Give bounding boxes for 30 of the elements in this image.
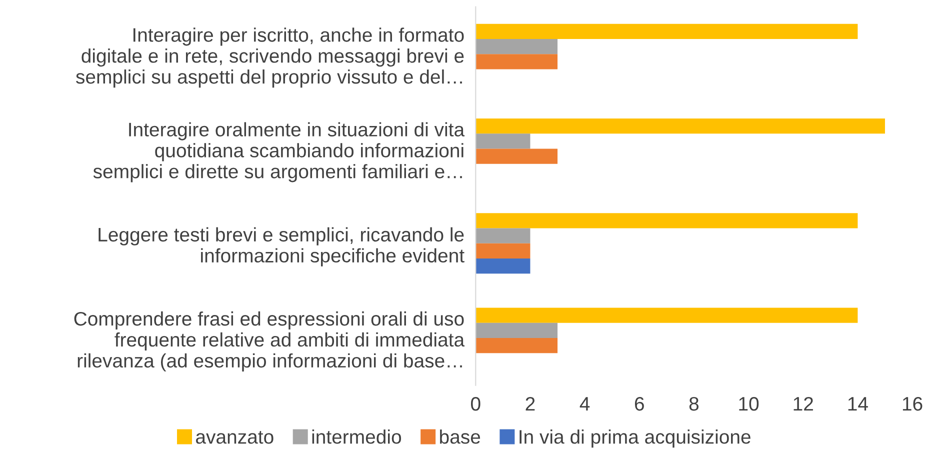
bar [476, 148, 558, 164]
legend-label: avanzato [196, 431, 274, 444]
x-tick-label: 0 [471, 396, 480, 411]
bar [476, 118, 885, 134]
x-tick-label: 16 [902, 396, 922, 411]
bar [476, 24, 858, 40]
y-tick-label: Comprendere frasi ed espressioni orali di uso frequente relative ad ambiti di immediata rilevanza (ad esempio informazioni di base… [74, 311, 465, 372]
legend-label: intermedio [312, 429, 402, 444]
y-tick-label: Leggere testi brevi e semplici, ricavando le informazioni specifiche evident [98, 227, 464, 266]
x-tick-label: 12 [794, 396, 813, 411]
x-tick-label: 2 [526, 396, 535, 411]
x-tick-label: 8 [689, 396, 699, 411]
legend-label: In via di prima acquisizione [520, 429, 750, 448]
x-tick-label: 6 [634, 396, 644, 411]
bar [476, 308, 858, 323]
legend-label: base [440, 429, 480, 444]
y-tick-label: Interagire oralmente in situazioni di vita quotidiana scambiando informazioni semplici e dirette su argomenti familiari e… [93, 122, 465, 182]
x-tick-label: 14 [848, 397, 868, 411]
x-tick-label: 4 [580, 397, 590, 411]
y-tick-label: Interagire per iscritto, anche in formato digitale e in rete, scrivendo messaggi brevi e semplici su aspetti del proprio vissuto e del… [76, 28, 464, 88]
bar [476, 134, 530, 149]
bar [476, 338, 558, 354]
bar [476, 213, 858, 228]
bar [476, 243, 530, 259]
bar [476, 228, 530, 244]
bar [476, 322, 558, 338]
bar [476, 258, 530, 274]
x-tick-label: 10 [739, 396, 759, 411]
bar [476, 54, 558, 70]
bar [476, 39, 558, 54]
